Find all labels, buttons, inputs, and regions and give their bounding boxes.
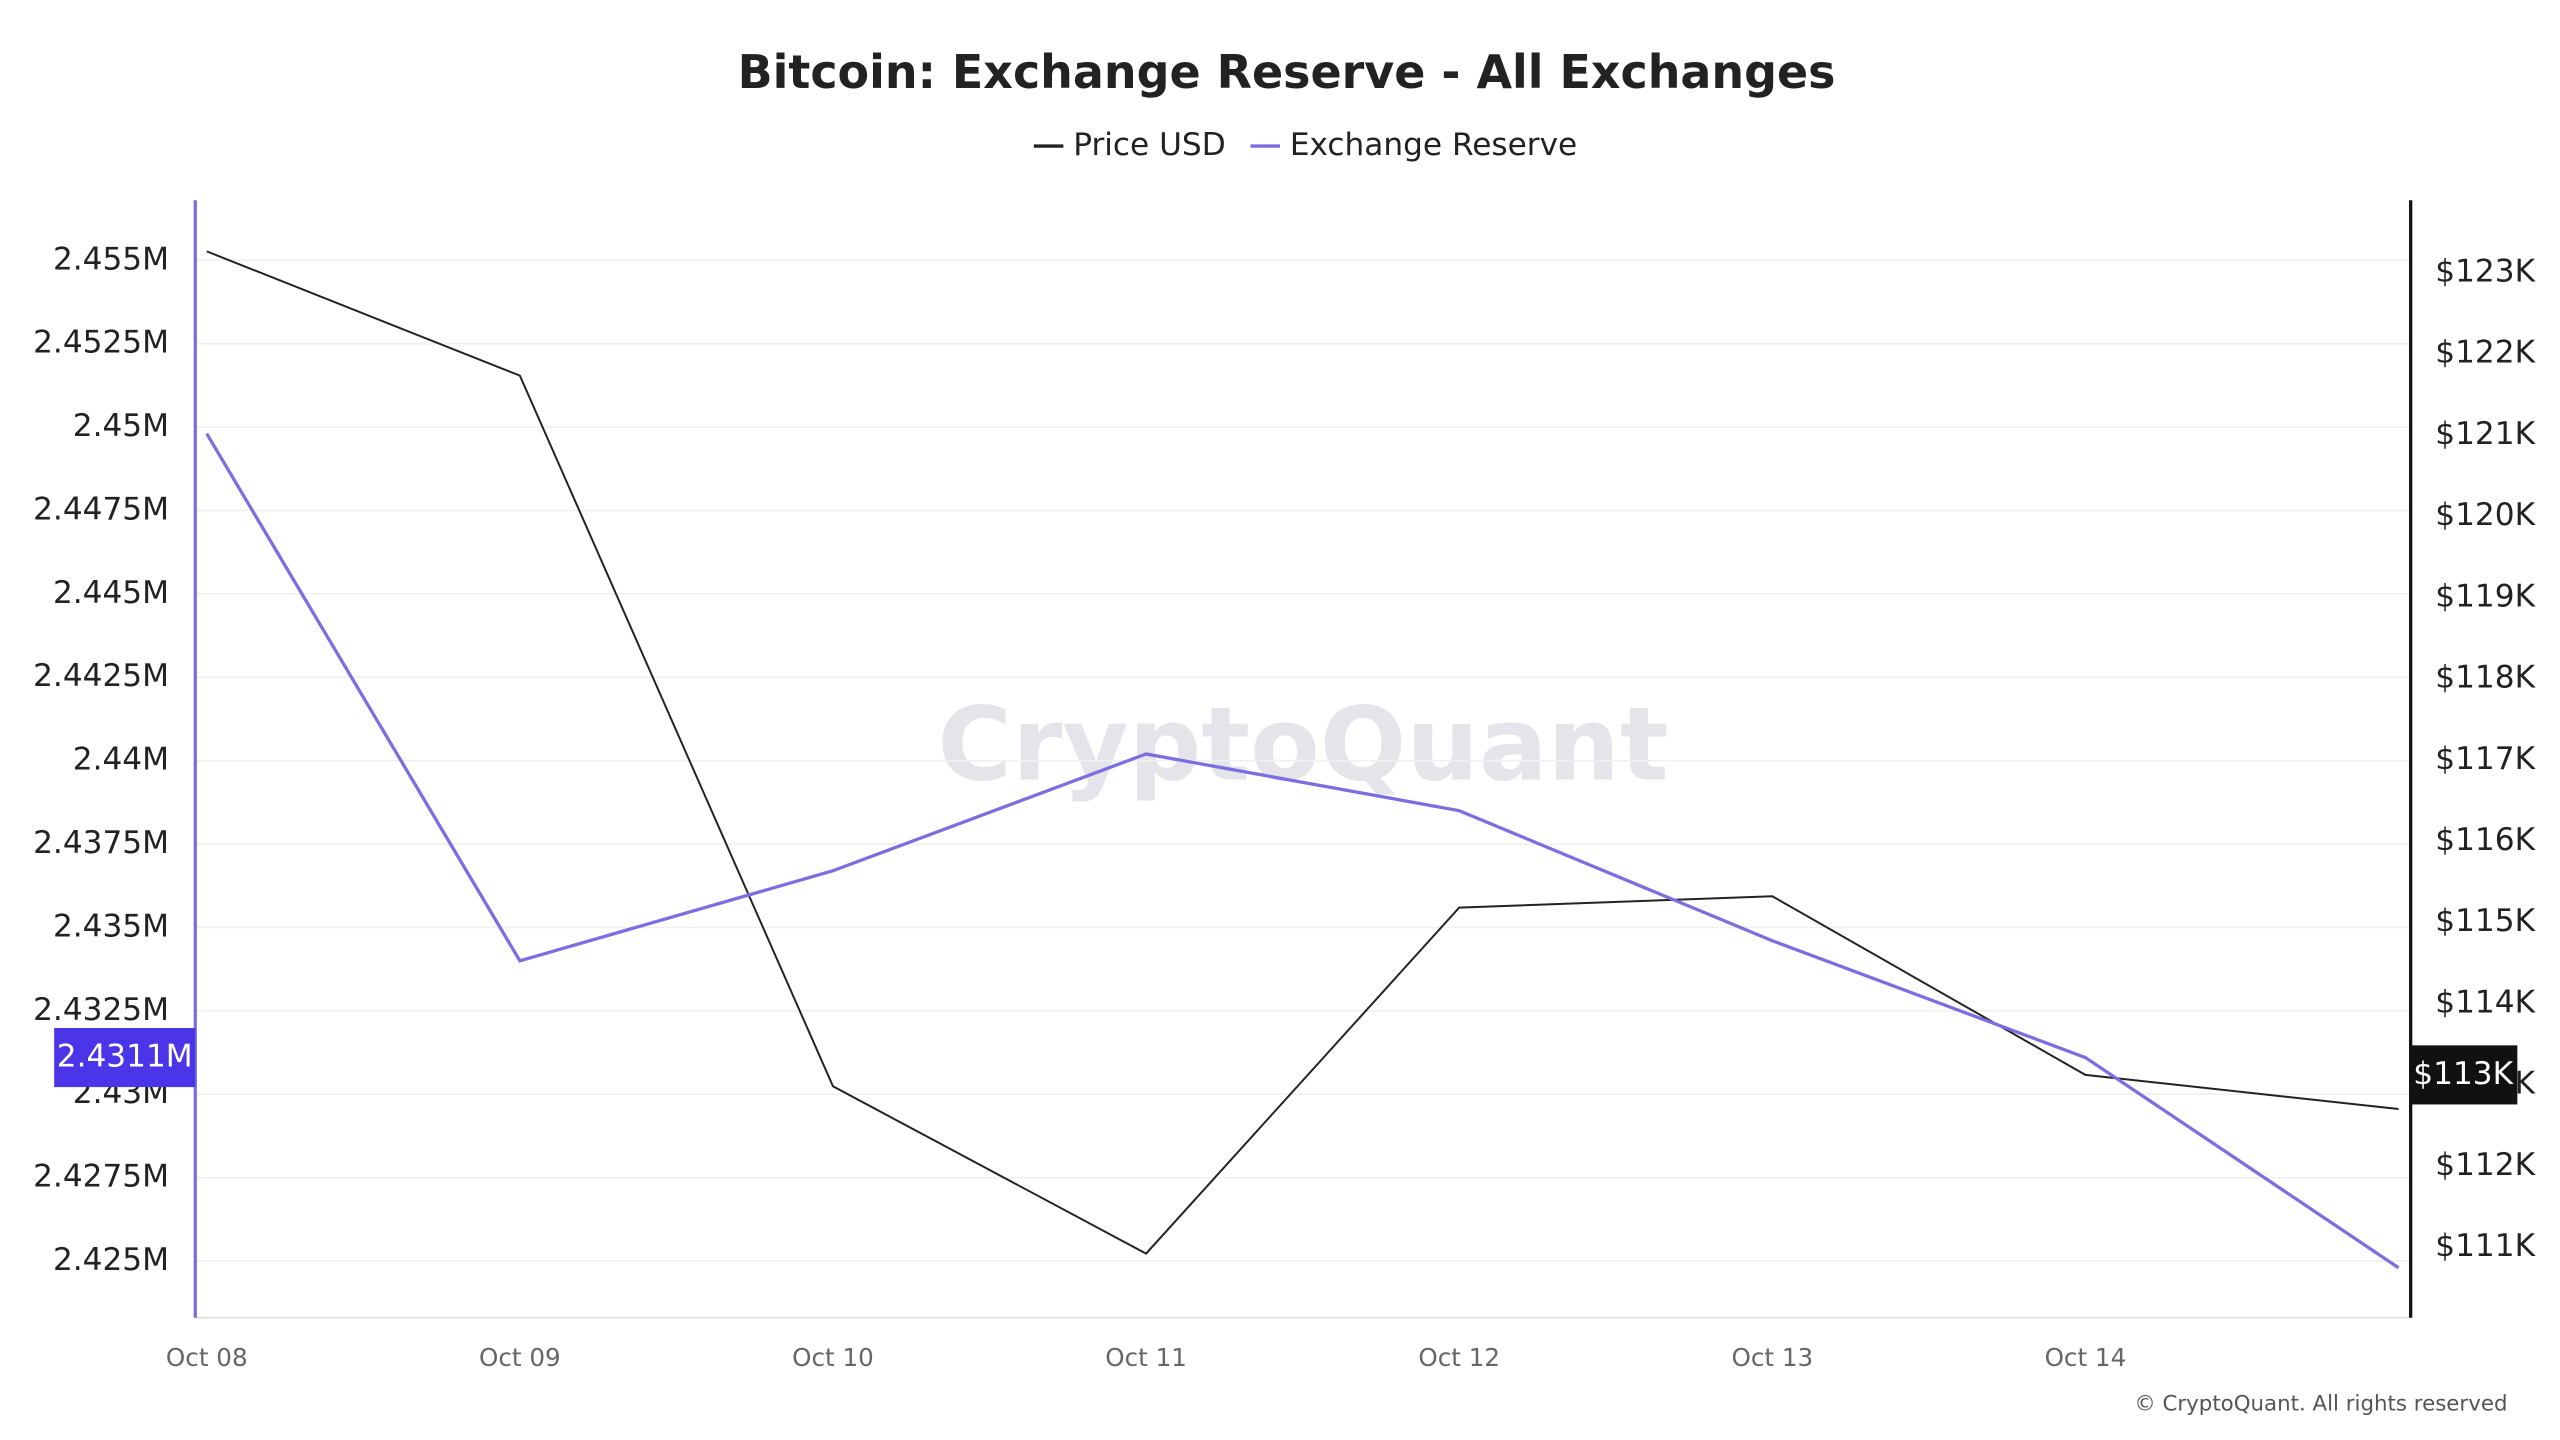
y2-tick-label: $114K	[2435, 984, 2536, 1020]
x-tick-label: Oct 11	[1105, 1343, 1187, 1372]
y-tick-label: 2.4325M	[33, 992, 169, 1028]
y2-tick-label: $123K	[2435, 253, 2536, 289]
y-tick-label: 2.44M	[73, 742, 169, 778]
watermark: CryptoQuant	[937, 685, 1668, 803]
cursor-label-box	[2410, 1045, 2518, 1105]
y2-tick-label: $117K	[2435, 741, 2536, 777]
legend-label: Price USD	[1073, 127, 1225, 163]
y2-tick-label: $116K	[2435, 822, 2536, 858]
y2-tick-label: $118K	[2435, 660, 2536, 696]
series-line	[206, 250, 2399, 1255]
copyright: © CryptoQuant. All rights reserved	[2134, 1392, 2507, 1417]
y-tick-label: 2.435M	[53, 908, 169, 944]
y-tick-label: 2.4275M	[33, 1159, 169, 1195]
y-tick-label: 2.45M	[73, 408, 169, 444]
cursor-label: $113K	[2413, 1056, 2514, 1092]
cursor-label: 2.4311M	[57, 1039, 193, 1075]
y-tick-label: 2.4425M	[33, 658, 169, 694]
y-tick-label: 2.455M	[53, 241, 169, 277]
x-tick-label: Oct 09	[479, 1343, 561, 1372]
cursor-label-box	[54, 1028, 196, 1088]
y-tick-label: 2.445M	[53, 575, 169, 611]
x-tick-label: Oct 14	[2045, 1343, 2127, 1372]
y2-tick-label: $119K	[2435, 578, 2536, 614]
x-tick-label: Oct 12	[1418, 1343, 1500, 1372]
y-tick-label: 2.4475M	[33, 491, 169, 527]
x-tick-label: Oct 10	[792, 1343, 874, 1372]
y2-tick-label: $122K	[2435, 335, 2536, 371]
y-tick-label: 2.4375M	[33, 825, 169, 861]
x-tick-label: Oct 13	[1731, 1343, 1813, 1372]
legend-label: Exchange Reserve	[1290, 127, 1577, 163]
y2-tick-label: $115K	[2435, 903, 2536, 939]
y2-tick-label: $121K	[2435, 416, 2536, 452]
y-tick-label: 2.4525M	[33, 325, 169, 361]
y2-tick-label: $111K	[2435, 1228, 2536, 1264]
y2-tick-label: $120K	[2435, 497, 2536, 533]
y-tick-label: 2.425M	[53, 1242, 169, 1278]
x-tick-label: Oct 08	[166, 1343, 248, 1372]
series-line	[205, 432, 2400, 1270]
y2-tick-label: $112K	[2435, 1147, 2536, 1183]
chart-title: Bitcoin: Exchange Reserve - All Exchange…	[738, 45, 1836, 99]
